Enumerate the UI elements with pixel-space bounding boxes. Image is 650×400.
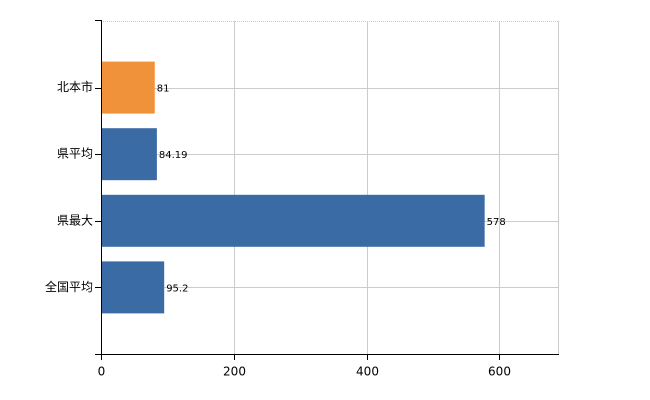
x-tick-label: 400 — [356, 365, 379, 379]
x-tick-label: 0 — [98, 365, 106, 379]
bar — [101, 261, 165, 314]
y-tick-label: 北本市 — [57, 79, 93, 94]
bar — [101, 61, 155, 114]
bar — [101, 128, 157, 181]
x-tick-label: 200 — [223, 365, 246, 379]
value-label: 84.19 — [159, 150, 188, 161]
y-tick-label: 全国平均 — [45, 279, 93, 294]
y-tick-label: 県最大 — [57, 213, 93, 227]
x-tick-label: 600 — [488, 365, 511, 379]
y-tick-label: 県平均 — [57, 147, 93, 161]
value-label: 81 — [157, 84, 170, 95]
value-label: 95.2 — [166, 283, 188, 294]
bar — [101, 194, 485, 247]
value-label: 578 — [487, 217, 506, 228]
